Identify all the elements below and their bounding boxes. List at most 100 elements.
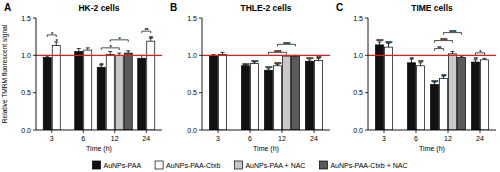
y-tick-label: 1.0 bbox=[187, 52, 197, 59]
bar bbox=[124, 53, 132, 130]
panel: CTIME cells0.00.51.01.5361224Time (h)***… bbox=[336, 2, 496, 153]
y-tick-label: 1.0 bbox=[21, 52, 31, 59]
x-tick-label: 12 bbox=[444, 135, 452, 142]
x-axis bbox=[36, 130, 162, 131]
bar bbox=[274, 66, 282, 130]
error-bar bbox=[45, 56, 49, 57]
bracket-label: **** bbox=[283, 41, 291, 47]
bar bbox=[376, 45, 384, 130]
y-tick-label: 0.0 bbox=[21, 127, 31, 134]
bar bbox=[431, 84, 439, 130]
bracket-label: **** bbox=[274, 49, 282, 55]
bracket-label: **** bbox=[440, 37, 448, 43]
bar bbox=[242, 66, 250, 130]
x-axis bbox=[368, 130, 496, 131]
reference-line bbox=[36, 55, 162, 56]
x-tick-label: 6 bbox=[248, 135, 252, 142]
significance: **** bbox=[306, 56, 314, 62]
panel-label: A bbox=[4, 2, 11, 13]
legend-swatch bbox=[234, 161, 242, 169]
bar bbox=[385, 47, 393, 130]
bar bbox=[251, 64, 259, 130]
error-bar bbox=[86, 48, 90, 50]
x-tick-label: 12 bbox=[278, 135, 286, 142]
error-bar bbox=[451, 52, 455, 54]
x-axis-label: Time (h) bbox=[253, 145, 279, 153]
significance: ** bbox=[100, 62, 105, 68]
error-bar bbox=[77, 49, 81, 52]
x-tick-label: 24 bbox=[310, 135, 318, 142]
bar bbox=[417, 66, 425, 130]
x-tick-label: 24 bbox=[476, 135, 484, 142]
x-tick-label: 6 bbox=[81, 135, 85, 142]
significance: ** bbox=[410, 56, 415, 62]
x-tick-label: 12 bbox=[111, 135, 119, 142]
panel-label: C bbox=[336, 2, 343, 13]
panel: AHK-2 cellsRelative TMRM fluorescent sig… bbox=[1, 2, 162, 153]
bracket-label: **** bbox=[449, 29, 457, 35]
significance: **** bbox=[385, 40, 393, 46]
significance: **** bbox=[431, 79, 439, 85]
error-bar bbox=[108, 52, 112, 55]
bar bbox=[265, 70, 273, 130]
panel-label: B bbox=[170, 2, 177, 13]
y-tick-label: 1.5 bbox=[353, 15, 363, 22]
significance: **** bbox=[251, 59, 259, 65]
bracket-label: * bbox=[51, 31, 54, 37]
significance: *** bbox=[418, 59, 424, 65]
y-tick-label: 0.0 bbox=[187, 127, 197, 134]
legend-swatch bbox=[155, 161, 163, 169]
y-tick-label: 0.5 bbox=[353, 89, 363, 96]
bar bbox=[52, 46, 60, 130]
bar bbox=[75, 52, 83, 130]
x-tick-label: 3 bbox=[50, 135, 54, 142]
bracket-label: ** bbox=[145, 27, 150, 33]
y-tick-label: 1.5 bbox=[187, 15, 197, 22]
panel-title: HK-2 cells bbox=[78, 3, 119, 13]
bar bbox=[292, 56, 300, 130]
error-bar bbox=[126, 51, 130, 53]
panel-title: TIME cells bbox=[411, 3, 453, 13]
significance: *** bbox=[316, 55, 322, 61]
y-axis bbox=[36, 18, 37, 130]
bar bbox=[458, 58, 466, 130]
panel: BTHLE-2 cells0.00.51.01.5361224Time (h)*… bbox=[170, 2, 330, 153]
panel-title: THLE-2 cells bbox=[240, 3, 291, 13]
bar bbox=[210, 55, 218, 130]
y-tick-label: 0.5 bbox=[187, 89, 197, 96]
bar bbox=[43, 58, 51, 130]
significance: **** bbox=[274, 61, 282, 67]
bracket-label: * bbox=[109, 44, 112, 50]
bar bbox=[306, 61, 314, 130]
bar bbox=[440, 78, 448, 130]
plot-area bbox=[368, 42, 496, 130]
plot-area bbox=[202, 52, 330, 130]
y-axis bbox=[368, 18, 369, 130]
bar bbox=[283, 56, 291, 130]
bar bbox=[472, 62, 480, 130]
legend-swatch bbox=[92, 161, 100, 169]
significance: **** bbox=[376, 38, 384, 44]
bar bbox=[408, 63, 416, 130]
bar bbox=[138, 58, 146, 130]
bar bbox=[115, 55, 123, 130]
significance: ** bbox=[474, 56, 479, 62]
bar bbox=[449, 54, 457, 130]
error-bar bbox=[483, 58, 487, 59]
bar bbox=[106, 55, 114, 130]
legend-label: AuNPs-PAA-Ctxb bbox=[166, 162, 220, 169]
bar bbox=[481, 60, 489, 130]
legend: AuNPs-PAAAuNPs-PAA-CtxbAuNPs-PAA + NACAu… bbox=[92, 161, 407, 169]
legend-label: AuNPs-PAA bbox=[103, 162, 141, 169]
x-axis-label: Time (h) bbox=[419, 145, 445, 153]
significance: * bbox=[55, 38, 58, 44]
legend-swatch bbox=[319, 161, 327, 169]
figure: AHK-2 cellsRelative TMRM fluorescent sig… bbox=[0, 0, 500, 172]
significance: *** bbox=[441, 73, 447, 79]
x-axis-label: Time (h) bbox=[86, 145, 112, 153]
error-bar bbox=[221, 52, 225, 54]
bar bbox=[147, 41, 155, 130]
bracket-label: * bbox=[479, 49, 482, 55]
significance: **** bbox=[265, 65, 273, 71]
x-tick-label: 3 bbox=[382, 135, 386, 142]
